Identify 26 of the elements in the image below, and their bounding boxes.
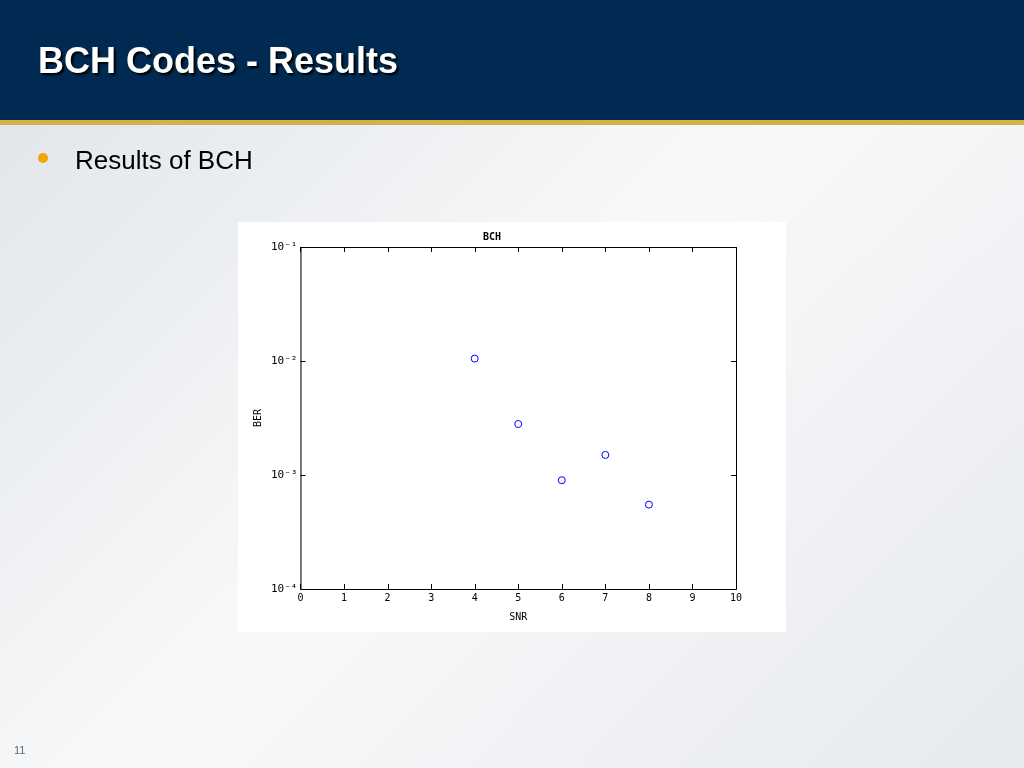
x-tick-label: 4	[471, 591, 478, 603]
x-tick-label: 3	[428, 591, 435, 603]
y-tick-label: 10⁻⁴	[270, 581, 298, 595]
point	[557, 476, 566, 485]
point	[601, 450, 610, 459]
x-tick-label: 10	[729, 591, 743, 603]
text: Results of BCH	[75, 145, 253, 176]
text: BCH Codes - Results	[38, 40, 399, 82]
x-tick-label: 0	[297, 591, 304, 603]
x-tick-label: 5	[515, 591, 522, 603]
x-tick-label: 2	[384, 591, 391, 603]
point	[470, 354, 479, 363]
x-tick-label: 8	[645, 591, 652, 603]
text: 11	[14, 744, 26, 756]
x-tick-label: 1	[341, 591, 348, 603]
y-axis-title: BER	[251, 407, 263, 428]
x-axis-title: SNR	[509, 610, 529, 622]
chart-title: BCH	[482, 230, 502, 242]
y-tick-label: 10⁻²	[270, 353, 298, 367]
x-tick-label: 6	[558, 591, 565, 603]
y-tick-label: 10⁻³	[270, 467, 298, 481]
x-tick-label: 7	[602, 591, 609, 603]
point	[514, 420, 523, 429]
point	[644, 500, 653, 509]
x-tick-label: 9	[689, 591, 696, 603]
y-tick-label: 10⁻¹	[270, 239, 298, 253]
